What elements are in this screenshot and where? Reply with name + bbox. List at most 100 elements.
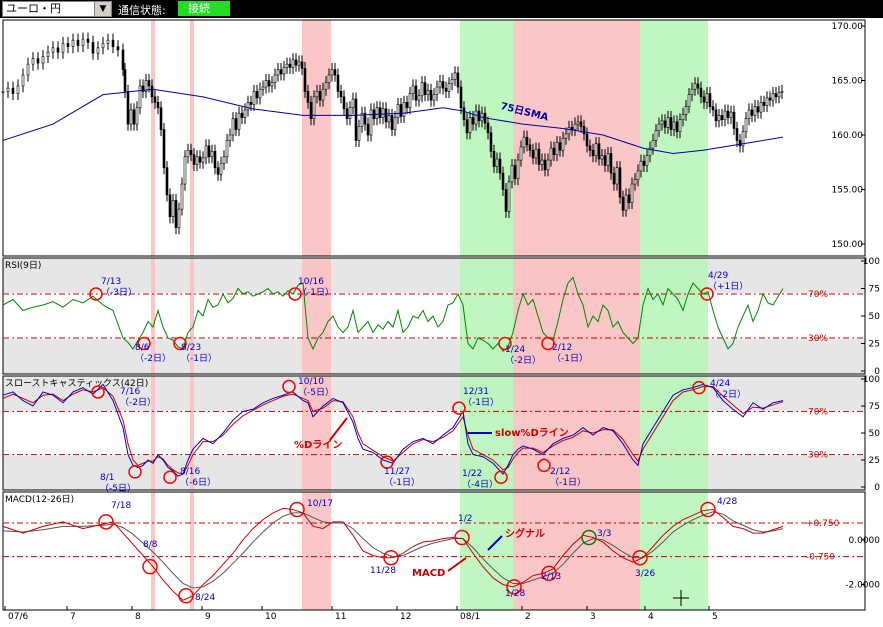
- x-axis-label: 08/1: [460, 612, 480, 622]
- candle-body: [264, 80, 268, 88]
- candle-body: [501, 172, 505, 190]
- candle-body: [216, 167, 220, 175]
- rsi-ref-label: 70%: [808, 290, 828, 300]
- candle-body: [207, 145, 211, 158]
- stoch-slowd-label: slow%Dライン: [495, 427, 569, 439]
- rsi-axis-label: 100: [863, 257, 880, 267]
- chart-svg[interactable]: 170.00165.00160.00155.00150.0075日SMA70%3…: [0, 19, 883, 623]
- candle-body: [591, 149, 595, 157]
- x-axis-label: 7: [70, 612, 76, 622]
- macd-marker: [700, 501, 716, 518]
- candle-body: [747, 109, 751, 119]
- stoch-annotation: （-4日）: [462, 479, 498, 490]
- candle-body: [429, 90, 433, 101]
- macd-line: [2, 507, 784, 601]
- rsi-axis-label: 25: [869, 340, 880, 350]
- candle-body: [71, 39, 75, 48]
- candle-body: [297, 61, 301, 66]
- rsi-annotation: 4/29: [708, 271, 728, 281]
- currency-pair-select[interactable]: ユーロ・円 ▼: [2, 1, 112, 17]
- candle-body: [363, 112, 367, 125]
- macd-marker: [581, 529, 597, 546]
- rsi-annotation: （-1日）: [181, 353, 217, 364]
- candle-body: [525, 136, 529, 146]
- macd-ref-label: +0.750: [806, 519, 840, 529]
- chevron-down-icon[interactable]: ▼: [94, 2, 111, 16]
- candle-body: [1, 91, 5, 93]
- stoch-axis-label: 75: [869, 402, 880, 412]
- candle-body: [405, 102, 409, 109]
- candle-body: [597, 143, 601, 160]
- macd-annotation: 10/17: [307, 499, 333, 509]
- candle-body: [309, 102, 313, 119]
- candle-body: [399, 104, 403, 117]
- candle-body: [717, 115, 721, 122]
- stoch-marker: [452, 401, 466, 415]
- candle-body: [561, 137, 565, 151]
- stoch-d-line: [2, 386, 784, 475]
- red-zone-thin-2: [190, 492, 194, 610]
- candle-body: [549, 147, 553, 161]
- price-axis-label: 160.00: [832, 131, 864, 141]
- candle-body: [267, 80, 271, 87]
- candle-body: [771, 93, 775, 101]
- band-gray: [3, 258, 865, 293]
- rsi-annotation: 10/16: [298, 277, 324, 287]
- candle-body: [219, 163, 223, 175]
- x-axis-label: 8: [135, 612, 141, 622]
- candle-body: [414, 85, 418, 101]
- candle-body: [618, 167, 622, 198]
- rsi-annotation: 8/6: [135, 343, 150, 353]
- candle-body: [56, 47, 60, 53]
- candle-body: [645, 155, 649, 166]
- rsi-annotation: （-1日）: [552, 353, 588, 364]
- candle-body: [201, 157, 205, 163]
- stoch-annotation: 10/10: [298, 377, 324, 387]
- candle-body: [402, 102, 406, 117]
- red-zone-1: [302, 376, 331, 490]
- candle-body: [342, 96, 346, 110]
- candle-body: [351, 98, 355, 109]
- candle-body: [777, 92, 781, 98]
- candle-body: [411, 85, 415, 94]
- macd-annotation: 1/28: [505, 589, 525, 599]
- chart-area[interactable]: 170.00 165.00 160.00 155.00 150.00 75日SMA 70% 3…: [0, 19, 883, 623]
- candle-body: [156, 102, 160, 109]
- stoch-annotation: 11/27: [384, 467, 410, 477]
- candle-body: [681, 113, 685, 121]
- candle-body: [348, 107, 352, 119]
- candle-body: [519, 146, 523, 161]
- candle-body: [669, 117, 673, 130]
- candle-body: [453, 72, 457, 80]
- stoch-marker: [692, 380, 706, 395]
- green-zone-1: [460, 20, 513, 256]
- candle-body: [375, 107, 379, 119]
- macd-marker: [632, 549, 648, 566]
- candle-body: [261, 86, 265, 90]
- candle-body: [456, 72, 460, 88]
- rsi-title: RSI(9日): [5, 260, 41, 271]
- rsi-marker: [498, 336, 512, 351]
- rsi-axis-label: 0: [874, 367, 880, 377]
- candle-body: [144, 80, 148, 92]
- signal-arrow: [487, 535, 503, 551]
- macd-ref-label: -0.750: [806, 553, 835, 563]
- candle-body: [378, 107, 382, 118]
- candle-body: [510, 165, 514, 183]
- candle-body: [111, 39, 115, 48]
- candle-body: [627, 194, 631, 203]
- candle-body: [327, 74, 331, 83]
- rsi-marker: [137, 336, 151, 351]
- candle-body: [168, 194, 172, 218]
- red-zone-thin-1: [151, 258, 155, 374]
- band-gray: [3, 339, 865, 374]
- red-zone-thin-1: [151, 376, 155, 490]
- candle-body: [588, 145, 592, 151]
- rsi-annotation: （-3日）: [101, 287, 137, 298]
- macd-marker: [98, 514, 114, 530]
- candle-body: [492, 151, 496, 167]
- candle-body: [11, 87, 15, 94]
- rsi-annotation: 1/24: [505, 345, 525, 355]
- x-axis-label: 5: [712, 612, 718, 622]
- candle-body: [339, 91, 343, 98]
